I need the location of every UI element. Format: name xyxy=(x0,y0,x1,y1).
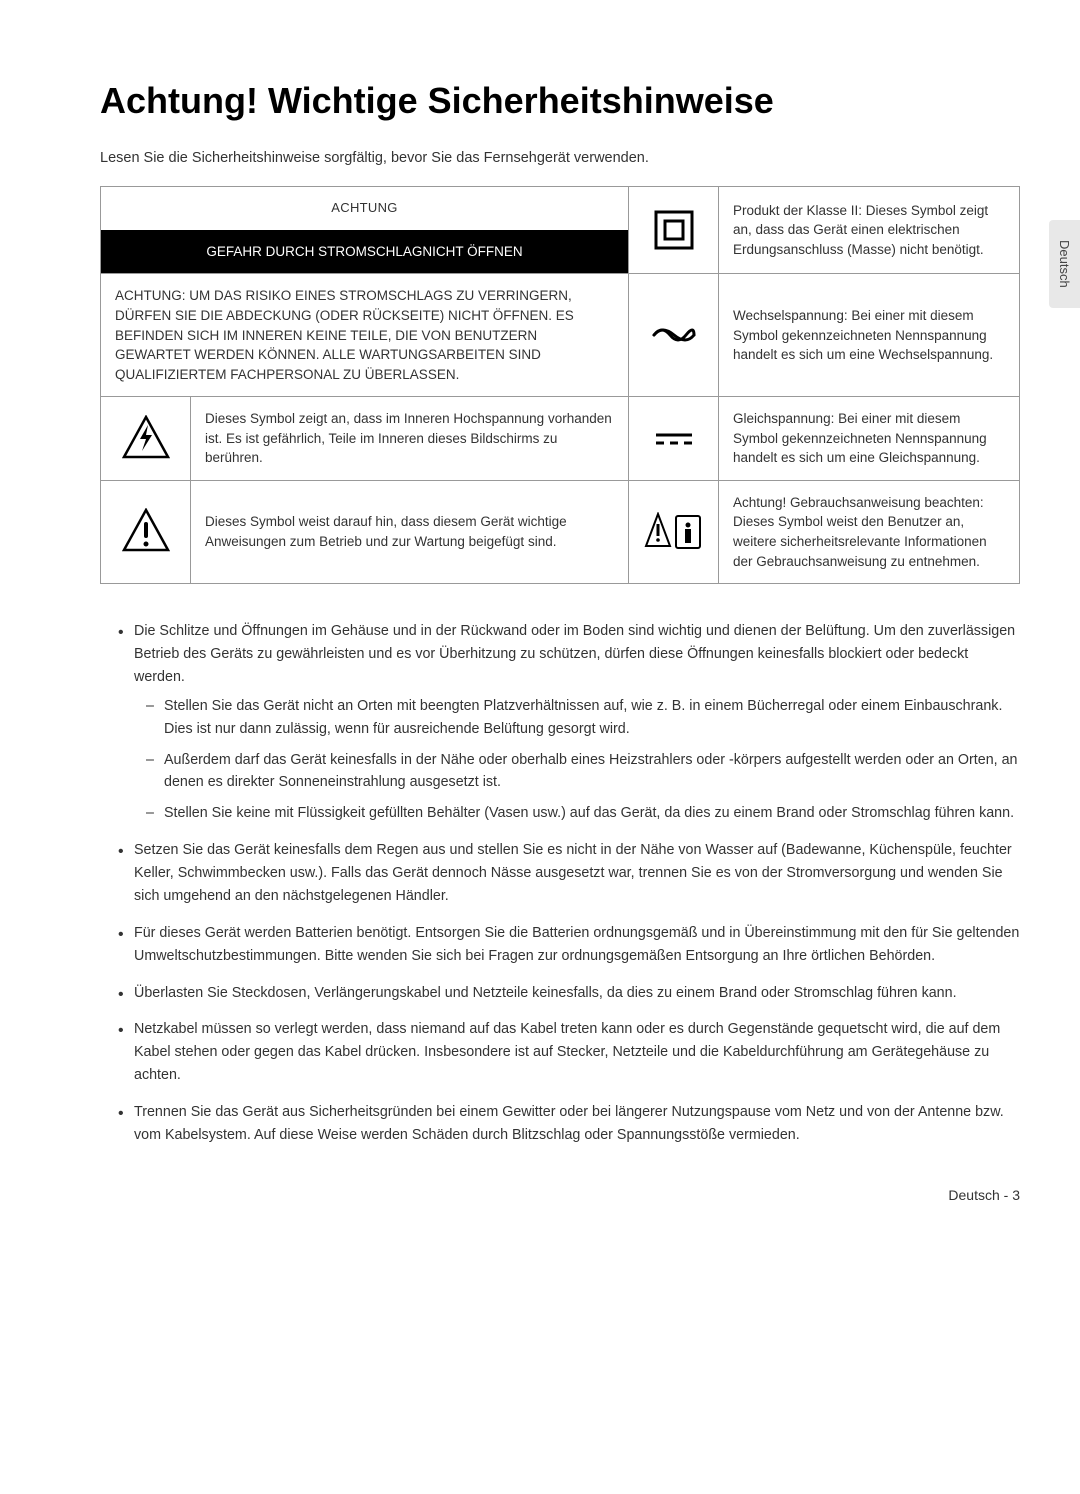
manual-icon xyxy=(629,480,719,583)
dc-text: Gleichspannung: Bei einer mit diesem Sym… xyxy=(719,397,1020,481)
ac-text: Wechselspannung: Bei einer mit diesem Sy… xyxy=(719,274,1020,397)
achtung-header: ACHTUNG xyxy=(101,187,629,230)
sub-list-item: Stellen Sie keine mit Flüssigkeit gefüll… xyxy=(146,802,1020,825)
list-item: Für dieses Gerät werden Batterien benöti… xyxy=(118,922,1020,968)
class2-text: Produkt der Klasse II: Dieses Symbol zei… xyxy=(719,187,1020,274)
list-item: Netzkabel müssen so verlegt werden, dass… xyxy=(118,1018,1020,1087)
ac-icon xyxy=(629,274,719,397)
sub-list-item: Außerdem darf das Gerät keinesfalls in d… xyxy=(146,749,1020,795)
danger-header: GEFAHR DURCH STROMSCHLAGNICHT ÖFFNEN xyxy=(101,230,629,274)
shock-warning-text: ACHTUNG: UM DAS RISIKO EINES STROMSCHLAG… xyxy=(101,274,629,397)
safety-symbols-table: ACHTUNG Produkt der Klasse II: Dieses Sy… xyxy=(100,186,1020,584)
class2-icon xyxy=(629,187,719,274)
list-item: Setzen Sie das Gerät keinesfalls dem Reg… xyxy=(118,839,1020,908)
exclamation-icon xyxy=(101,480,191,583)
list-item: Trennen Sie das Gerät aus Sicherheitsgrü… xyxy=(118,1101,1020,1147)
page-footer: Deutsch - 3 xyxy=(100,1187,1020,1203)
intro-text: Lesen Sie die Sicherheitshinweise sorgfä… xyxy=(100,150,1020,166)
manual-text: Achtung! Gebrauchsanweisung beachten: Di… xyxy=(719,480,1020,583)
safety-bullets: Die Schlitze und Öffnungen im Gehäuse un… xyxy=(100,620,1020,1147)
bolt-icon xyxy=(101,397,191,481)
list-item: Überlasten Sie Steckdosen, Verlängerungs… xyxy=(118,982,1020,1005)
sub-list-item: Stellen Sie das Gerät nicht an Orten mit… xyxy=(146,695,1020,741)
language-tab: Deutsch xyxy=(1049,220,1080,308)
exclamation-text: Dieses Symbol weist darauf hin, dass die… xyxy=(191,480,629,583)
dc-icon xyxy=(629,397,719,481)
page-title: Achtung! Wichtige Sicherheitshinweise xyxy=(100,80,1020,122)
bolt-text: Dieses Symbol zeigt an, dass im Inneren … xyxy=(191,397,629,481)
list-item: Die Schlitze und Öffnungen im Gehäuse un… xyxy=(118,620,1020,825)
